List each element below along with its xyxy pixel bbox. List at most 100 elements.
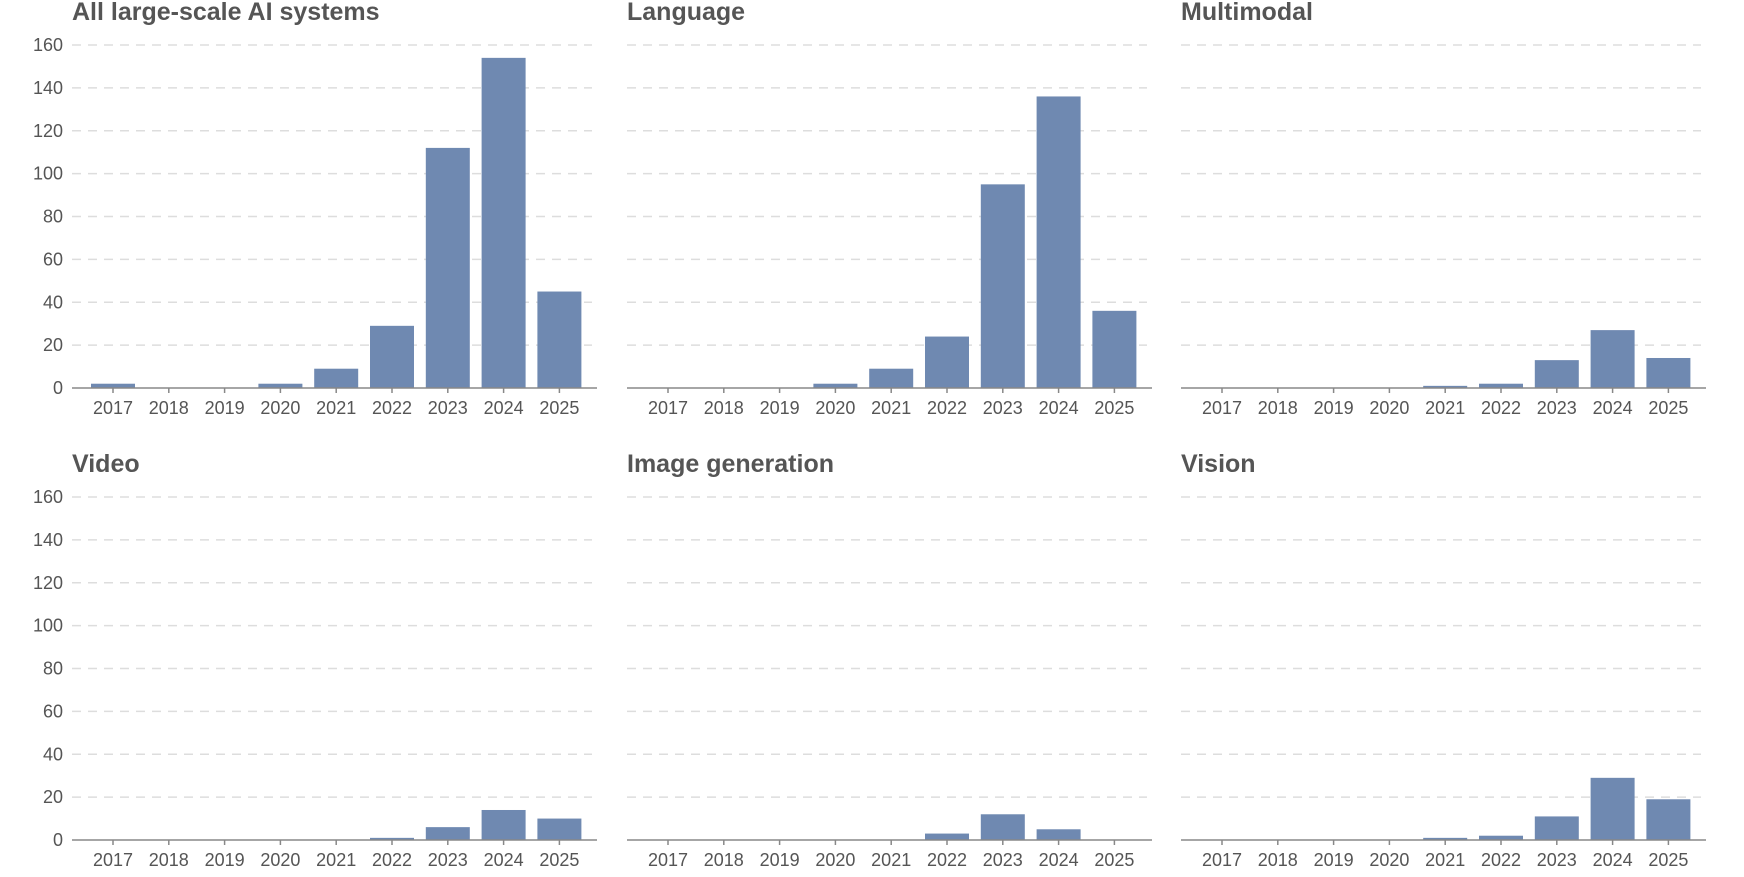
- y-tick-label: 140: [33, 530, 63, 550]
- bar: [1479, 835, 1523, 840]
- x-tick-label: 2025: [1648, 850, 1688, 870]
- bar: [425, 827, 470, 840]
- x-tick-label: 2024: [1039, 398, 1079, 418]
- x-tick-label: 2023: [1537, 850, 1577, 870]
- x-tick-label: 2021: [316, 850, 356, 870]
- x-tick-label: 2025: [1094, 398, 1134, 418]
- x-tick-label: 2024: [484, 398, 524, 418]
- x-tick-label: 2021: [871, 850, 911, 870]
- bar: [1646, 799, 1691, 840]
- x-tick-label: 2018: [1258, 850, 1298, 870]
- x-tick-label: 2023: [428, 398, 468, 418]
- x-tick-label: 2017: [1202, 850, 1242, 870]
- x-tick-label: 2021: [1425, 850, 1465, 870]
- bar: [869, 368, 914, 388]
- y-tick-label: 40: [43, 744, 63, 764]
- x-tick-label: 2023: [983, 398, 1023, 418]
- panel-title: Multimodal: [1181, 0, 1313, 26]
- bar: [314, 368, 359, 388]
- x-tick-label: 2017: [1202, 398, 1242, 418]
- x-tick-label: 2018: [149, 850, 189, 870]
- x-tick-label: 2018: [149, 398, 189, 418]
- x-tick-label: 2017: [648, 398, 688, 418]
- x-tick-label: 2019: [205, 850, 245, 870]
- bar: [1423, 385, 1468, 388]
- x-tick-label: 2020: [815, 850, 855, 870]
- x-tick-label: 2019: [1314, 398, 1354, 418]
- bar: [813, 383, 858, 388]
- x-tick-label: 2024: [1039, 850, 1079, 870]
- y-tick-label: 140: [33, 78, 63, 98]
- y-tick-label: 20: [43, 787, 63, 807]
- chart-panel: All large-scale AI systems 0 20 40 60 80 100 12…: [33, 0, 597, 418]
- x-tick-label: 2020: [815, 398, 855, 418]
- bar: [1092, 310, 1137, 388]
- bar: [1534, 816, 1579, 840]
- y-tick-label: 100: [33, 616, 63, 636]
- chart-panel: Video 0 20 40 60 80 100 120 140 160 2017 2018 2019 20…: [33, 450, 597, 870]
- x-tick-label: 2019: [1314, 850, 1354, 870]
- y-tick-label: 160: [33, 35, 63, 55]
- x-tick-label: 2022: [927, 850, 967, 870]
- bar: [425, 147, 470, 388]
- x-tick-label: 2022: [372, 398, 412, 418]
- y-tick-label: 120: [33, 573, 63, 593]
- x-tick-label: 2025: [539, 398, 579, 418]
- bar: [1646, 357, 1691, 388]
- x-tick-label: 2020: [1369, 398, 1409, 418]
- bar: [1036, 96, 1081, 388]
- x-tick-label: 2021: [316, 398, 356, 418]
- bar: [1479, 383, 1523, 388]
- panel-title: Video: [72, 450, 140, 478]
- y-tick-label: 20: [43, 335, 63, 355]
- bar: [481, 809, 526, 840]
- y-tick-label: 100: [33, 164, 63, 184]
- y-tick-label: 60: [43, 701, 63, 721]
- x-tick-label: 2025: [539, 850, 579, 870]
- panel-title: Image generation: [627, 450, 834, 478]
- y-tick-label: 0: [53, 830, 63, 850]
- x-tick-label: 2021: [871, 398, 911, 418]
- x-tick-label: 2018: [1258, 398, 1298, 418]
- y-tick-label: 160: [33, 487, 63, 507]
- bar: [1534, 360, 1579, 388]
- bar: [1036, 829, 1081, 840]
- bar: [91, 383, 135, 388]
- x-tick-label: 2023: [983, 850, 1023, 870]
- x-tick-label: 2020: [1369, 850, 1409, 870]
- x-tick-label: 2019: [760, 850, 800, 870]
- bar: [1590, 777, 1635, 840]
- x-tick-label: 2018: [704, 850, 744, 870]
- bar: [481, 57, 526, 389]
- x-tick-label: 2024: [484, 850, 524, 870]
- bar: [980, 184, 1025, 388]
- x-tick-label: 2025: [1094, 850, 1134, 870]
- panel-title: All large-scale AI systems: [72, 0, 380, 26]
- x-tick-label: 2021: [1425, 398, 1465, 418]
- x-tick-label: 2019: [205, 398, 245, 418]
- bar: [370, 837, 414, 840]
- y-tick-label: 0: [53, 378, 63, 398]
- y-tick-label: 80: [43, 659, 63, 679]
- x-tick-label: 2020: [260, 398, 300, 418]
- panel-title: Vision: [1181, 450, 1256, 478]
- bar: [925, 833, 969, 840]
- panel-title: Language: [627, 0, 745, 26]
- x-tick-label: 2024: [1593, 850, 1633, 870]
- y-tick-label: 120: [33, 121, 63, 141]
- x-tick-label: 2020: [260, 850, 300, 870]
- x-tick-label: 2024: [1593, 398, 1633, 418]
- y-tick-label: 40: [43, 292, 63, 312]
- chart-panel: Language 2017 2018 2019 2020 2021 2022 2023 2024…: [627, 0, 1152, 418]
- bar: [980, 814, 1025, 840]
- x-tick-label: 2025: [1648, 398, 1688, 418]
- bar: [925, 336, 969, 388]
- bar: [370, 325, 414, 388]
- chart-panel: Multimodal 2017 2018 2019 2020 2021 2022 2023 20…: [1181, 0, 1706, 418]
- y-tick-label: 80: [43, 207, 63, 227]
- x-tick-label: 2017: [648, 850, 688, 870]
- x-tick-label: 2022: [927, 398, 967, 418]
- chart-panel: Image generation 2017 2018 2019 2020 2021 2022…: [627, 450, 1152, 870]
- bar: [1423, 837, 1468, 840]
